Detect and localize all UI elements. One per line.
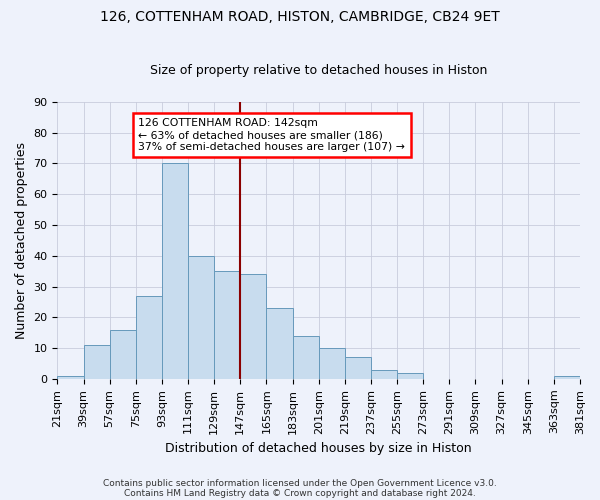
Bar [293, 336, 319, 379]
Bar [241, 274, 266, 379]
Bar [554, 376, 580, 379]
Bar [188, 256, 214, 379]
X-axis label: Distribution of detached houses by size in Histon: Distribution of detached houses by size … [166, 442, 472, 455]
Bar [136, 296, 162, 379]
Bar [110, 330, 136, 379]
Text: Contains HM Land Registry data © Crown copyright and database right 2024.: Contains HM Land Registry data © Crown c… [124, 488, 476, 498]
Bar [83, 345, 110, 379]
Bar [371, 370, 397, 379]
Bar [345, 358, 371, 379]
Y-axis label: Number of detached properties: Number of detached properties [15, 142, 28, 339]
Text: 126 COTTENHAM ROAD: 142sqm
← 63% of detached houses are smaller (186)
37% of sem: 126 COTTENHAM ROAD: 142sqm ← 63% of deta… [139, 118, 405, 152]
Bar [162, 164, 188, 379]
Title: Size of property relative to detached houses in Histon: Size of property relative to detached ho… [150, 64, 487, 77]
Bar [266, 308, 293, 379]
Bar [214, 271, 241, 379]
Bar [397, 373, 423, 379]
Bar [319, 348, 345, 379]
Bar [58, 376, 83, 379]
Text: 126, COTTENHAM ROAD, HISTON, CAMBRIDGE, CB24 9ET: 126, COTTENHAM ROAD, HISTON, CAMBRIDGE, … [100, 10, 500, 24]
Text: Contains public sector information licensed under the Open Government Licence v3: Contains public sector information licen… [103, 478, 497, 488]
